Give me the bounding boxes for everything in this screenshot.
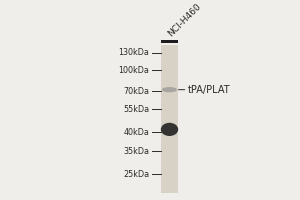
Bar (160, 40, 178, 43)
Bar (160, 45, 178, 193)
Text: 70kDa: 70kDa (123, 87, 149, 96)
Text: 100kDa: 100kDa (118, 66, 149, 75)
Text: 35kDa: 35kDa (123, 147, 149, 156)
Text: tPA/PLAT: tPA/PLAT (178, 85, 230, 95)
Text: 25kDa: 25kDa (123, 170, 149, 179)
Text: 130kDa: 130kDa (118, 48, 149, 57)
Text: NCI-H460: NCI-H460 (166, 2, 203, 39)
Text: 55kDa: 55kDa (123, 105, 149, 114)
Ellipse shape (161, 123, 178, 136)
Ellipse shape (162, 87, 177, 92)
Text: 40kDa: 40kDa (123, 128, 149, 137)
